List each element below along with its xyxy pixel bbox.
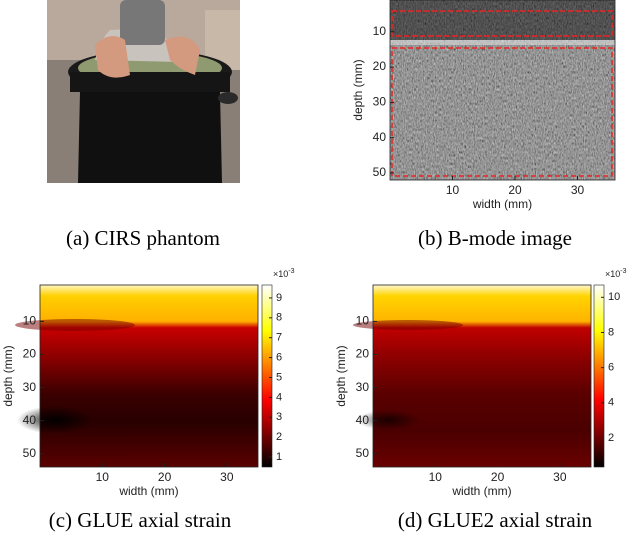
x-tick-label: 20 xyxy=(158,470,172,484)
x-axis-label: width (mm) xyxy=(472,197,532,211)
exponent-base: ×10 xyxy=(605,269,620,279)
x-tick-label: 10 xyxy=(446,183,460,197)
x-axis-label: width (mm) xyxy=(118,484,178,498)
x-axis-label: width (mm) xyxy=(451,484,511,498)
y-axis-label: depth (mm) xyxy=(1,345,15,406)
y-tick-label: 40 xyxy=(373,130,387,144)
y-tick-label: 30 xyxy=(373,95,387,109)
colorbar xyxy=(261,284,273,468)
colorbar-tick-label: 10 xyxy=(608,291,620,303)
caption: (d) GLUE2 axial strain xyxy=(398,508,593,532)
bmode-image xyxy=(390,0,615,180)
y-tick-label: 50 xyxy=(23,446,37,460)
colorbar-tick-label: 8 xyxy=(608,326,614,338)
y-axis-label: depth (mm) xyxy=(351,59,365,120)
y-axis-label: depth (mm) xyxy=(334,345,348,406)
y-tick-label: 30 xyxy=(23,380,37,394)
colorbar-exponent: ×10-3 xyxy=(273,268,295,280)
y-tick-label: 20 xyxy=(373,59,387,73)
y-tick-label: 10 xyxy=(356,314,370,328)
colorbar-tick-label: 8 xyxy=(276,312,282,324)
phantom-photo xyxy=(47,0,240,183)
strain-map-glue xyxy=(15,285,258,467)
caption: (c) GLUE axial strain xyxy=(49,508,232,532)
colorbar-tick-label: 4 xyxy=(276,391,282,403)
y-tick-label: 10 xyxy=(373,24,387,38)
x-tick-label: 30 xyxy=(553,470,567,484)
exponent-power: -3 xyxy=(620,268,626,275)
y-tick-label: 40 xyxy=(23,413,37,427)
x-tick-label: 20 xyxy=(491,470,505,484)
x-tick-label: 30 xyxy=(571,183,585,197)
x-tick-label: 10 xyxy=(96,470,110,484)
colorbar-tick-label: 6 xyxy=(608,362,614,374)
y-tick-label: 30 xyxy=(356,380,370,394)
colorbar-tick-label: 2 xyxy=(276,431,282,443)
colorbar-tick-label: 6 xyxy=(276,352,282,364)
caption: (b) B-mode image xyxy=(418,226,572,250)
y-tick-label: 20 xyxy=(356,347,370,361)
colorbar xyxy=(593,284,605,468)
colorbar-tick-label: 1 xyxy=(276,451,282,463)
exponent-base: ×10 xyxy=(273,269,288,279)
caption: (a) CIRS phantom xyxy=(66,226,220,250)
colorbar-tick-label: 9 xyxy=(276,292,282,304)
y-tick-label: 20 xyxy=(23,347,37,361)
colorbar-tick-label: 2 xyxy=(608,432,614,444)
y-tick-label: 50 xyxy=(373,165,387,179)
y-tick-label: 40 xyxy=(356,413,370,427)
x-tick-label: 10 xyxy=(429,470,443,484)
axes-frame xyxy=(372,284,592,468)
x-tick-label: 30 xyxy=(220,470,234,484)
colorbar-tick-label: 7 xyxy=(276,332,282,344)
axes-frame xyxy=(389,0,616,181)
colorbar-tick-label: 3 xyxy=(276,411,282,423)
y-tick-label: 10 xyxy=(23,314,37,328)
x-tick-label: 20 xyxy=(508,183,522,197)
strain-map-glue2 xyxy=(353,285,591,467)
axes-frame xyxy=(39,284,259,468)
colorbar-tick-label: 5 xyxy=(276,371,282,383)
y-tick-label: 50 xyxy=(356,446,370,460)
colorbar-tick-label: 4 xyxy=(608,397,614,409)
exponent-power: -3 xyxy=(288,268,294,275)
colorbar-exponent: ×10-3 xyxy=(605,268,627,280)
